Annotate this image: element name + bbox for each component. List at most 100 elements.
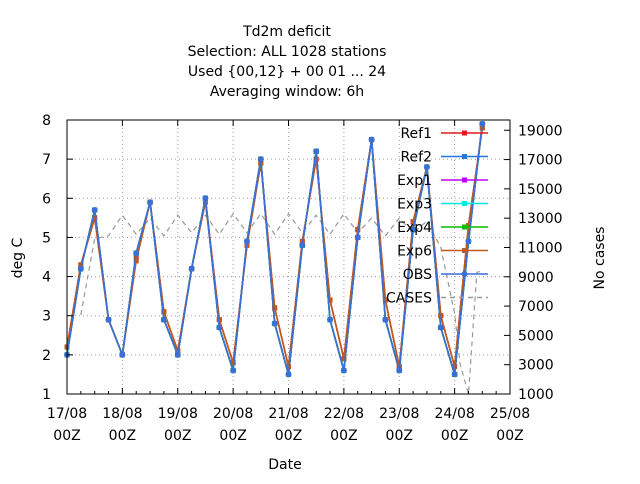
x-tick-label: 18/08 bbox=[102, 406, 142, 422]
x-tick-label: 25/08 bbox=[490, 406, 530, 422]
y-tick-label: 6 bbox=[42, 191, 51, 207]
data-point bbox=[382, 316, 389, 323]
data-point bbox=[105, 316, 112, 323]
data-point bbox=[465, 223, 471, 229]
y-tick-label: 2 bbox=[42, 348, 51, 364]
y2-tick-label: 19000 bbox=[518, 123, 563, 139]
legend-marker bbox=[462, 130, 467, 136]
data-point bbox=[230, 360, 236, 366]
title-line: Averaging window: 6h bbox=[210, 84, 364, 100]
y2-tick-label: 15000 bbox=[518, 182, 563, 198]
data-point bbox=[216, 324, 223, 331]
data-point bbox=[340, 367, 347, 374]
y-tick-label: 7 bbox=[42, 152, 51, 168]
legend-entry: Ref2 bbox=[400, 150, 488, 166]
data-point bbox=[285, 371, 292, 378]
y2-tick-label: 7000 bbox=[518, 299, 554, 315]
legend-label: Ref2 bbox=[400, 150, 432, 166]
legend-label: OBS bbox=[403, 267, 432, 283]
data-point bbox=[174, 351, 181, 358]
legend-entry: Exp6 bbox=[397, 244, 488, 260]
x-tick-label: 00Z bbox=[109, 428, 136, 444]
legend-marker bbox=[462, 154, 467, 159]
data-point bbox=[451, 371, 458, 378]
data-point bbox=[299, 242, 306, 249]
x-tick-label: 20/08 bbox=[213, 406, 253, 422]
y-tick-label: 4 bbox=[42, 270, 51, 286]
data-point bbox=[410, 219, 416, 225]
x-tick-label: 00Z bbox=[164, 428, 191, 444]
data-point bbox=[382, 297, 388, 303]
x-tick-label: 19/08 bbox=[158, 406, 198, 422]
legend-entry: Exp1 bbox=[397, 173, 488, 189]
data-point bbox=[133, 250, 140, 257]
x-tick-label: 00Z bbox=[441, 428, 468, 444]
series-obs bbox=[64, 120, 486, 378]
data-point bbox=[355, 227, 361, 233]
x-tick-label: 24/08 bbox=[434, 406, 474, 422]
legend-label: Exp3 bbox=[397, 197, 432, 213]
legend-label: Ref1 bbox=[400, 126, 432, 142]
data-point bbox=[368, 136, 375, 143]
y-tick-label: 3 bbox=[42, 309, 51, 325]
y-tick-label: 8 bbox=[42, 113, 51, 129]
data-point bbox=[216, 317, 222, 323]
chart-title: Td2m deficit Selection: ALL 1028 stations… bbox=[188, 24, 387, 100]
grid bbox=[67, 120, 510, 394]
legend-marker bbox=[462, 201, 467, 206]
data-point bbox=[313, 148, 320, 155]
data-point bbox=[327, 316, 334, 323]
title-line: Td2m deficit bbox=[242, 24, 331, 40]
x-tick-label: 00Z bbox=[53, 428, 80, 444]
legend-label: CASES bbox=[386, 291, 432, 307]
y2-tick-label: 1000 bbox=[518, 387, 554, 403]
y2-tick-label: 13000 bbox=[518, 211, 563, 227]
legend-entry: Ref1 bbox=[400, 126, 488, 142]
legend-marker bbox=[462, 177, 467, 183]
legend-entry: Exp4 bbox=[397, 220, 488, 236]
title-line: Selection: ALL 1028 stations bbox=[188, 44, 387, 60]
legend-entry: Exp3 bbox=[397, 197, 488, 213]
y2-tick-label: 11000 bbox=[518, 240, 563, 256]
data-point bbox=[341, 356, 347, 362]
data-point bbox=[437, 324, 444, 331]
y-tick-label: 5 bbox=[42, 230, 51, 246]
data-point bbox=[396, 367, 403, 374]
legend-marker bbox=[462, 248, 467, 253]
data-point bbox=[327, 297, 333, 303]
x-tick-label: 00Z bbox=[386, 428, 413, 444]
series-group bbox=[64, 120, 486, 378]
data-point bbox=[479, 120, 486, 127]
data-point bbox=[354, 234, 361, 241]
legend-marker bbox=[462, 224, 467, 230]
data-point bbox=[161, 309, 167, 315]
data-point bbox=[92, 215, 98, 221]
x-axis-label: Date bbox=[268, 457, 301, 473]
x-tick-label: 00Z bbox=[330, 428, 357, 444]
data-point bbox=[202, 195, 209, 202]
data-point bbox=[147, 199, 154, 206]
x-tick-label: 21/08 bbox=[268, 406, 308, 422]
x-tick-label: 00Z bbox=[275, 428, 302, 444]
data-point bbox=[188, 265, 195, 272]
data-point bbox=[243, 238, 250, 245]
legend-label: Exp4 bbox=[397, 220, 432, 236]
data-point bbox=[286, 364, 291, 370]
legend-entry: OBS bbox=[403, 267, 488, 283]
y2-axis-label: No cases bbox=[592, 227, 608, 290]
axes: 1 2 3 4 5 6 7 8 1000 3000 5000 7000 9000 11000 13000 15… bbox=[42, 113, 562, 444]
data-point bbox=[133, 258, 139, 264]
data-point bbox=[271, 320, 278, 327]
x-tick-label: 17/08 bbox=[47, 406, 87, 422]
data-point bbox=[119, 351, 126, 358]
data-point bbox=[77, 265, 84, 272]
data-point bbox=[423, 163, 430, 170]
legend-label: Exp6 bbox=[397, 244, 432, 260]
y2-tick-label: 3000 bbox=[518, 358, 554, 374]
data-point bbox=[91, 207, 98, 214]
y-tick-label: 1 bbox=[42, 387, 51, 403]
title-line: Used {00,12} + 00 01 ... 24 bbox=[188, 64, 386, 80]
data-point bbox=[438, 313, 444, 319]
